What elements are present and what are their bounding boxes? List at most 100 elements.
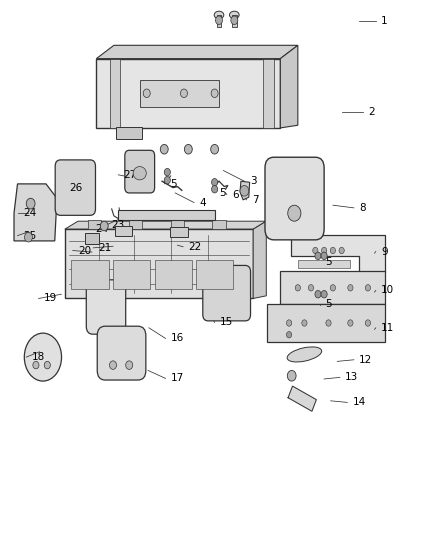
Circle shape	[33, 361, 39, 369]
Circle shape	[365, 285, 371, 291]
Circle shape	[126, 361, 133, 369]
Text: 27: 27	[124, 170, 137, 180]
Circle shape	[330, 285, 336, 291]
Circle shape	[313, 247, 318, 254]
Bar	[96, 59, 280, 128]
Text: 17: 17	[171, 374, 184, 383]
Text: 12: 12	[359, 355, 372, 365]
Text: 19: 19	[44, 294, 57, 303]
Circle shape	[160, 144, 168, 154]
Polygon shape	[240, 181, 250, 200]
Circle shape	[321, 290, 327, 298]
Text: 6: 6	[232, 190, 239, 199]
Circle shape	[315, 252, 321, 260]
Circle shape	[288, 205, 301, 221]
Text: 15: 15	[220, 318, 233, 327]
Circle shape	[180, 89, 187, 98]
Ellipse shape	[133, 166, 146, 180]
Circle shape	[184, 144, 192, 154]
Text: 25: 25	[23, 231, 36, 240]
Bar	[280, 271, 385, 304]
Circle shape	[286, 332, 292, 338]
Text: 16: 16	[171, 334, 184, 343]
Polygon shape	[288, 386, 316, 411]
Bar	[116, 127, 142, 139]
Text: 11: 11	[381, 323, 394, 333]
Text: 24: 24	[23, 208, 36, 218]
Circle shape	[287, 370, 296, 381]
Bar	[267, 304, 385, 342]
Circle shape	[339, 247, 344, 254]
Circle shape	[330, 247, 336, 254]
Circle shape	[302, 320, 307, 326]
Ellipse shape	[214, 11, 224, 19]
Circle shape	[211, 89, 218, 98]
Text: 9: 9	[381, 247, 388, 256]
Text: 1: 1	[381, 17, 388, 26]
Circle shape	[308, 285, 314, 291]
Circle shape	[212, 179, 218, 186]
Text: 21: 21	[99, 243, 112, 253]
Ellipse shape	[24, 333, 61, 381]
Bar	[118, 210, 215, 220]
Circle shape	[286, 320, 292, 326]
Text: 2: 2	[368, 107, 374, 117]
Text: 22: 22	[188, 242, 201, 252]
Bar	[196, 260, 233, 289]
Circle shape	[326, 320, 331, 326]
Ellipse shape	[230, 11, 239, 19]
Circle shape	[100, 221, 108, 231]
Text: 20: 20	[78, 246, 91, 255]
Circle shape	[348, 285, 353, 291]
Bar	[217, 15, 221, 27]
Circle shape	[321, 247, 327, 254]
Bar	[263, 59, 274, 128]
Text: 26: 26	[69, 183, 82, 192]
Circle shape	[321, 252, 327, 260]
FancyBboxPatch shape	[97, 326, 146, 380]
Circle shape	[164, 168, 170, 176]
Bar	[115, 226, 132, 236]
Circle shape	[295, 285, 300, 291]
Polygon shape	[65, 221, 266, 229]
Text: 23: 23	[112, 220, 125, 230]
FancyBboxPatch shape	[265, 157, 324, 240]
Bar	[85, 233, 99, 244]
Bar	[170, 227, 188, 237]
Bar	[65, 229, 253, 298]
Circle shape	[240, 185, 249, 196]
FancyBboxPatch shape	[125, 150, 155, 193]
Polygon shape	[280, 45, 298, 128]
Bar	[298, 260, 350, 268]
Bar	[113, 260, 150, 289]
Text: 5: 5	[325, 299, 332, 309]
Bar	[171, 220, 184, 229]
Text: 18: 18	[32, 352, 45, 362]
Circle shape	[110, 361, 117, 369]
Circle shape	[212, 185, 218, 193]
Circle shape	[164, 176, 170, 184]
FancyBboxPatch shape	[55, 160, 95, 215]
Circle shape	[211, 144, 219, 154]
Ellipse shape	[287, 347, 321, 362]
Polygon shape	[96, 45, 298, 59]
Circle shape	[365, 320, 371, 326]
Circle shape	[143, 89, 150, 98]
Bar	[140, 80, 219, 107]
Text: 13: 13	[345, 373, 358, 382]
Text: 7: 7	[252, 195, 258, 205]
Bar	[212, 220, 226, 229]
Text: 5: 5	[325, 257, 332, 267]
Text: 5: 5	[170, 179, 177, 189]
Circle shape	[26, 198, 35, 209]
Polygon shape	[291, 235, 385, 272]
Polygon shape	[14, 184, 57, 241]
Circle shape	[25, 232, 32, 242]
Circle shape	[215, 16, 223, 25]
Bar	[110, 59, 120, 128]
Text: 4: 4	[199, 198, 206, 207]
Bar	[155, 260, 192, 289]
Circle shape	[44, 361, 50, 369]
Circle shape	[315, 290, 321, 298]
Text: 14: 14	[353, 398, 366, 407]
